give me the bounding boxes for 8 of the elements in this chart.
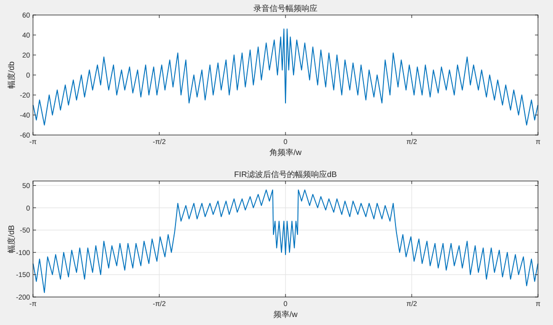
chart-title: FIR滤波后信号的幅频响应dB: [234, 170, 337, 179]
x-axis-title: 频率/w: [274, 310, 298, 319]
line-series: [32, 28, 538, 126]
chart-title: 录音信号幅频响应: [254, 4, 318, 13]
line-series: [32, 189, 538, 293]
x-axis-title: 角频率/w: [270, 148, 302, 157]
y-axis-title: 幅度/db: [7, 60, 16, 89]
y-axis-title: 幅度/dB: [7, 224, 16, 254]
